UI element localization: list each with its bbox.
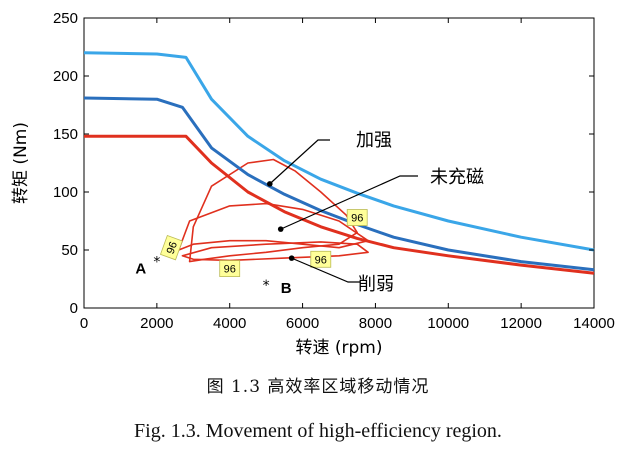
operating-point-label: A <box>135 261 146 278</box>
x-tick-label: 14000 <box>573 315 615 332</box>
contour-label: 96 <box>219 260 241 277</box>
annotation-leader <box>269 139 330 185</box>
y-tick-label: 0 <box>70 300 78 317</box>
figure-caption-english: Fig. 1.3. Movement of high-efficiency re… <box>134 420 502 442</box>
contour-label-text: 96 <box>165 240 180 256</box>
contour-label-text: 96 <box>351 213 363 225</box>
x-tick-label: 12000 <box>500 315 542 332</box>
x-axis: 0 2000 4000 6000 8000 10000 12000 14000 <box>80 18 615 332</box>
contour-label: 96 <box>310 250 332 268</box>
x-tick-label: 8000 <box>359 315 392 332</box>
x-tick-label: 2000 <box>140 315 173 332</box>
contour-label-text: 96 <box>224 264 236 276</box>
x-tick-label: 6000 <box>286 315 319 332</box>
annotation-leader <box>280 175 418 230</box>
y-tick-label: 200 <box>53 68 78 85</box>
annotation-leader <box>291 257 360 283</box>
operating-point-label: B <box>281 280 292 297</box>
efficiency-contour-1 <box>188 158 358 263</box>
efficiency-contour-3 <box>181 241 369 262</box>
series-line-3 <box>84 134 595 275</box>
contour-label-box <box>310 250 332 268</box>
plot-frame <box>83 17 595 309</box>
annotation-label: 未充磁 <box>430 167 484 188</box>
y-axis: 0 50 100 150 200 250 <box>53 10 594 317</box>
series-line-1 <box>83 51 595 252</box>
x-tick-label: 10000 <box>427 315 469 332</box>
contour-label-box <box>159 235 183 261</box>
contour-label-box <box>219 260 241 277</box>
contour-label: 96 <box>346 209 368 226</box>
contour-label-box <box>346 209 368 226</box>
annotation-label: 加强 <box>356 130 392 151</box>
y-axis-label: 转矩 (Nm) <box>11 122 31 204</box>
x-tick-label: 0 <box>80 315 88 332</box>
x-tick-label: 4000 <box>213 315 246 332</box>
figure-caption-chinese: 图 1.3 高效率区域移动情况 <box>206 377 430 397</box>
operating-point-marker: * <box>153 255 160 271</box>
series-line-2 <box>83 96 595 272</box>
annotation-label: 削弱 <box>358 274 394 295</box>
operating-point-marker: * <box>263 278 270 294</box>
x-axis-label: 转速 (rpm) <box>295 338 382 358</box>
contour-label-text: 96 <box>315 254 327 266</box>
contour-label: 96 <box>159 235 183 261</box>
y-tick-label: 150 <box>53 126 78 143</box>
y-tick-label: 250 <box>53 10 78 27</box>
y-tick-label: 100 <box>53 184 78 201</box>
y-tick-label: 50 <box>61 242 78 259</box>
